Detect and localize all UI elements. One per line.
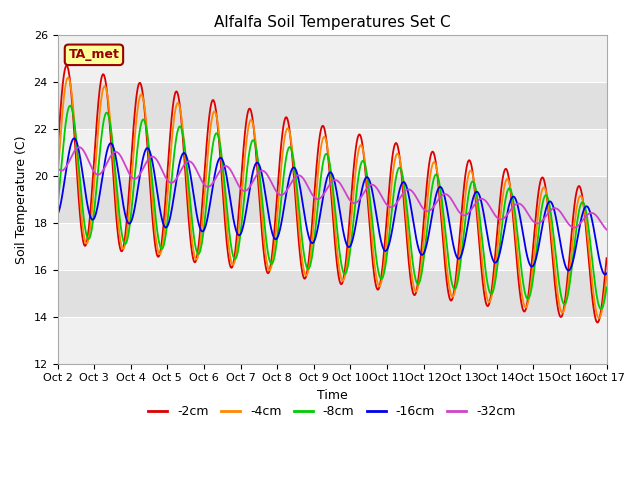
-4cm — [321, 134, 328, 140]
-4cm — [587, 267, 595, 273]
-16cm — [82, 192, 90, 198]
-2cm — [307, 243, 314, 249]
-4cm — [64, 75, 72, 81]
-2cm — [594, 320, 602, 325]
-32cm — [587, 210, 595, 216]
Line: -2cm: -2cm — [58, 66, 607, 323]
-16cm — [587, 212, 595, 218]
-8cm — [307, 263, 314, 268]
Line: -16cm: -16cm — [58, 138, 607, 275]
Line: -8cm: -8cm — [58, 106, 607, 309]
-32cm — [76, 144, 83, 150]
Line: -4cm: -4cm — [58, 78, 607, 318]
-8cm — [603, 285, 611, 290]
-16cm — [603, 271, 611, 276]
-4cm — [54, 175, 61, 180]
Bar — [58, 317, 607, 364]
Y-axis label: Soil Temperature (C): Soil Temperature (C) — [15, 135, 28, 264]
-4cm — [82, 240, 90, 246]
Line: -32cm: -32cm — [58, 147, 607, 229]
-32cm — [307, 188, 314, 194]
-2cm — [63, 63, 70, 69]
-16cm — [587, 211, 595, 217]
-16cm — [321, 185, 328, 191]
-16cm — [54, 212, 61, 217]
-16cm — [602, 272, 609, 277]
-2cm — [82, 242, 90, 248]
Legend: -2cm, -4cm, -8cm, -16cm, -32cm: -2cm, -4cm, -8cm, -16cm, -32cm — [143, 400, 520, 423]
-32cm — [82, 152, 90, 157]
X-axis label: Time: Time — [317, 389, 348, 402]
-16cm — [486, 247, 494, 253]
Bar — [58, 36, 607, 82]
-8cm — [597, 306, 605, 312]
-4cm — [595, 315, 603, 321]
Bar — [58, 82, 607, 129]
Bar — [58, 129, 607, 176]
-8cm — [587, 245, 595, 251]
-2cm — [321, 127, 328, 133]
-4cm — [307, 256, 314, 262]
-8cm — [82, 229, 90, 235]
Bar — [58, 176, 607, 223]
-32cm — [587, 210, 595, 216]
-8cm — [321, 153, 328, 159]
-32cm — [486, 204, 494, 210]
Text: TA_met: TA_met — [68, 48, 120, 61]
Title: Alfalfa Soil Temperatures Set C: Alfalfa Soil Temperatures Set C — [214, 15, 451, 30]
-32cm — [603, 227, 611, 232]
-2cm — [587, 278, 595, 284]
-4cm — [603, 272, 611, 278]
-2cm — [486, 297, 494, 303]
-4cm — [486, 299, 494, 304]
-4cm — [587, 264, 595, 270]
-2cm — [603, 255, 611, 261]
-32cm — [54, 165, 61, 170]
Bar — [58, 270, 607, 317]
-2cm — [54, 150, 61, 156]
-16cm — [307, 238, 314, 244]
-8cm — [54, 203, 61, 209]
-8cm — [486, 290, 494, 296]
-32cm — [321, 190, 328, 195]
-2cm — [587, 281, 595, 287]
Bar — [58, 223, 607, 270]
-8cm — [67, 103, 74, 108]
-8cm — [587, 243, 595, 249]
-16cm — [70, 135, 78, 141]
